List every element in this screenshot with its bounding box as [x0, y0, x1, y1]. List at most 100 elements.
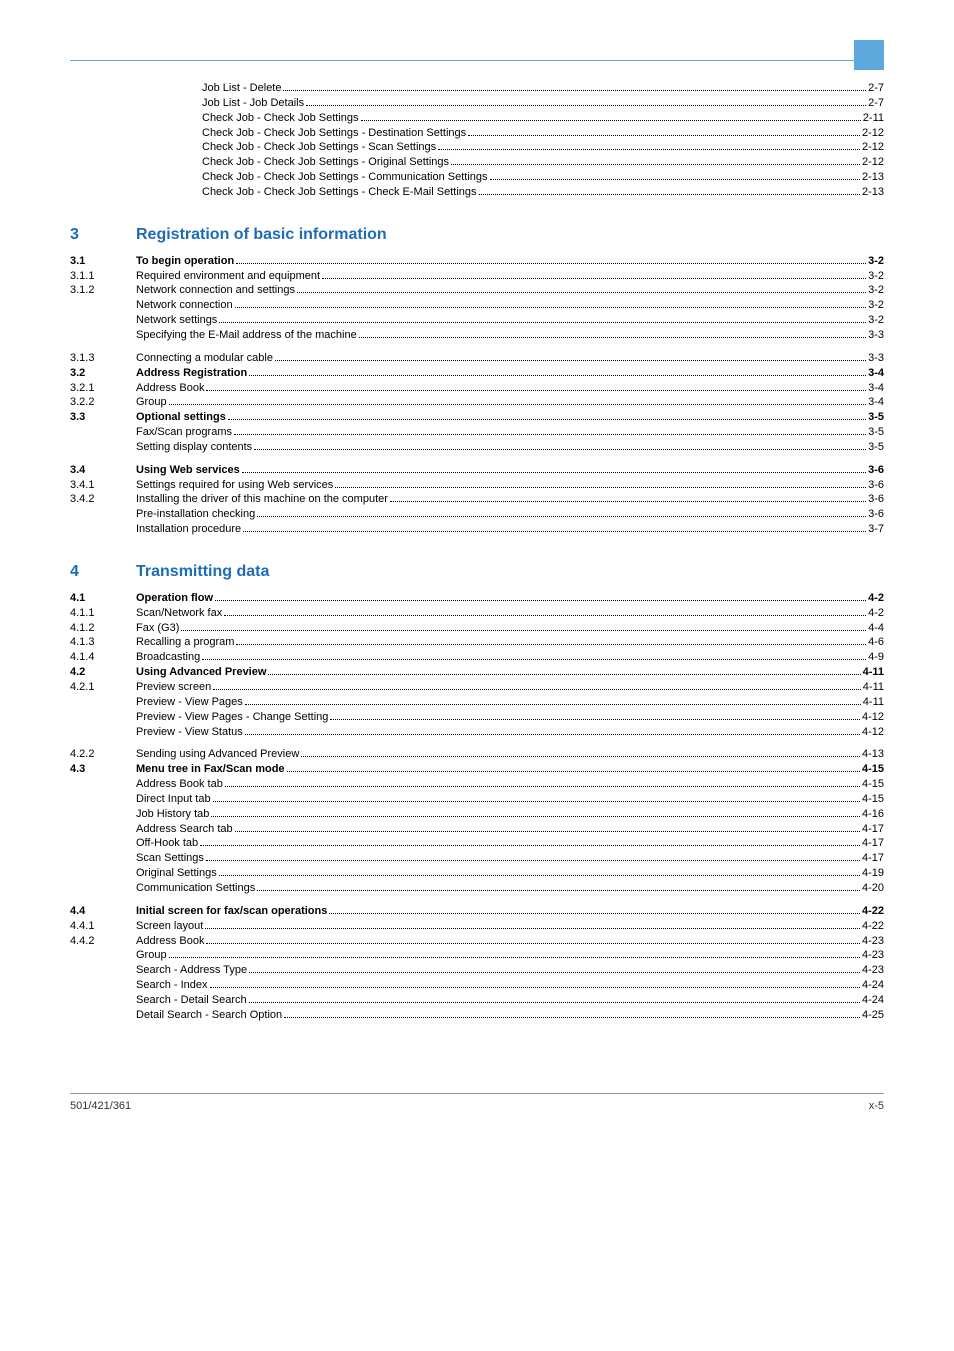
toc-leader-dots: [205, 928, 860, 929]
toc-page: 4-23: [862, 934, 884, 949]
toc-label: Operation flow: [136, 591, 213, 606]
toc-entry-body: Broadcasting 4-9: [136, 650, 884, 665]
toc-leader-dots: [202, 659, 866, 660]
toc-label: Connecting a modular cable: [136, 351, 273, 366]
toc-entry-body: Group 3-4: [136, 395, 884, 410]
toc-label: Search - Address Type: [136, 963, 247, 978]
toc-page: 4-16: [862, 807, 884, 822]
toc-line: Setting display contents 3-5: [136, 440, 884, 455]
toc-page: 3-3: [868, 328, 884, 343]
toc-leader-dots: [206, 860, 860, 861]
toc-page: 4-4: [868, 621, 884, 636]
toc-page: 3-6: [868, 492, 884, 507]
toc-entry: 4.2.2Sending using Advanced Preview 4-13: [70, 747, 884, 762]
toc-line: Preview - View Pages 4-11: [136, 695, 884, 710]
toc-leader-dots: [249, 375, 866, 376]
toc-page: 3-3: [868, 351, 884, 366]
footer-right: x-5: [869, 1100, 884, 1112]
toc-leader-dots: [283, 90, 866, 91]
toc-label: Detail Search - Search Option: [136, 1008, 282, 1023]
toc-page: 3-2: [868, 254, 884, 269]
toc-page: 2-12: [862, 155, 884, 170]
toc-label: Off-Hook tab: [136, 836, 198, 851]
toc-line: Check Job - Check Job Settings 2-11: [202, 111, 884, 126]
toc-leader-dots: [438, 149, 860, 150]
toc-leader-dots: [211, 816, 860, 817]
toc-entry-body: Using Web services 3-6: [136, 463, 884, 478]
toc-page: 4-17: [862, 836, 884, 851]
toc-entry-number: 3.2.1: [70, 381, 136, 396]
toc-entry-number: 3.4: [70, 463, 136, 478]
toc-line: Using Web services 3-6: [136, 463, 884, 478]
toc-page: 3-5: [868, 440, 884, 455]
toc-leader-dots: [242, 472, 866, 473]
toc-page: 2-11: [863, 111, 884, 126]
toc-line: Check Job - Check Job Settings - Communi…: [202, 170, 884, 185]
toc-leader-dots: [329, 913, 860, 914]
toc-line: Connecting a modular cable 3-3: [136, 351, 884, 366]
toc-page: 2-13: [862, 185, 884, 200]
toc-entry-body: Network connection and settings 3-2 Netwo…: [136, 283, 884, 342]
toc-leader-dots: [235, 307, 866, 308]
toc-line: Communication Settings 4-20: [136, 881, 884, 896]
toc-page: 2-12: [862, 140, 884, 155]
toc-line: Recalling a program 4-6: [136, 635, 884, 650]
toc-leader-dots: [228, 419, 866, 420]
toc-entry-body: Using Advanced Preview 4-11: [136, 665, 884, 680]
toc-page: 4-11: [863, 680, 884, 695]
toc-line: Using Advanced Preview 4-11: [136, 665, 884, 680]
toc-entry-body: Optional settings 3-5Fax/Scan programs 3…: [136, 410, 884, 455]
toc-page: 4-25: [862, 1008, 884, 1023]
toc-entry: 3.1.1Required environment and equipment …: [70, 269, 884, 284]
toc-page: 4-24: [862, 993, 884, 1008]
toc-label: Network settings: [136, 313, 217, 328]
toc-leader-dots: [390, 501, 866, 502]
toc-entry: 4.3Menu tree in Fax/Scan mode 4-15Addres…: [70, 762, 884, 896]
toc-leader-dots: [213, 801, 860, 802]
toc-entry: 3.2.1Address Book 3-4: [70, 381, 884, 396]
toc-line: Sending using Advanced Preview 4-13: [136, 747, 884, 762]
toc-page: 3-2: [868, 283, 884, 298]
toc-line: Check Job - Check Job Settings - Check E…: [202, 185, 884, 200]
toc-page: 4-11: [863, 695, 884, 710]
toc-page: 4-24: [862, 978, 884, 993]
toc-line: Preview - View Pages - Change Setting 4-…: [136, 710, 884, 725]
toc-label: Preview - View Pages - Change Setting: [136, 710, 328, 725]
toc-entry-body: Address Book 3-4: [136, 381, 884, 396]
toc-leader-dots: [257, 516, 866, 517]
toc-entry-number: 4.1.3: [70, 635, 136, 650]
toc-line: Address Registration 3-4: [136, 366, 884, 381]
toc-entry-body: Required environment and equipment 3-2: [136, 269, 884, 284]
toc-page: 4-12: [862, 710, 884, 725]
toc-label: Broadcasting: [136, 650, 200, 665]
toc-entry: 4.1.4Broadcasting 4-9: [70, 650, 884, 665]
toc-leader-dots: [451, 164, 860, 165]
toc-leader-dots: [236, 263, 866, 264]
toc-line: Fax (G3) 4-4: [136, 621, 884, 636]
toc-page: 4-19: [862, 866, 884, 881]
toc-leader-dots: [249, 972, 860, 973]
toc-page: 4-15: [862, 792, 884, 807]
toc-entry-number: 4.1.2: [70, 621, 136, 636]
toc-label: Fax (G3): [136, 621, 179, 636]
toc-label: Job History tab: [136, 807, 209, 822]
toc-entry: 4.1Operation flow 4-2: [70, 591, 884, 606]
toc-line: Preview - View Status 4-12: [136, 725, 884, 740]
toc-line: Optional settings 3-5: [136, 410, 884, 425]
toc-page: 2-13: [862, 170, 884, 185]
toc-line: Screen layout 4-22: [136, 919, 884, 934]
toc-entry: 3.4.2Installing the driver of this machi…: [70, 492, 884, 537]
toc-label: Setting display contents: [136, 440, 252, 455]
toc-line: Check Job - Check Job Settings - Scan Se…: [202, 140, 884, 155]
toc-entry-body: Installing the driver of this machine on…: [136, 492, 884, 537]
section-title-text: Transmitting data: [136, 563, 269, 580]
toc-leader-dots: [322, 278, 866, 279]
header-rule: [70, 60, 884, 61]
toc-entry-number: 4.4.1: [70, 919, 136, 934]
toc-line: Broadcasting 4-9: [136, 650, 884, 665]
toc-label: Required environment and equipment: [136, 269, 320, 284]
section-title-text: Registration of basic information: [136, 226, 387, 243]
toc-leader-dots: [361, 120, 861, 121]
toc-page: 4-12: [862, 725, 884, 740]
toc-line: Network connection and settings 3-2: [136, 283, 884, 298]
